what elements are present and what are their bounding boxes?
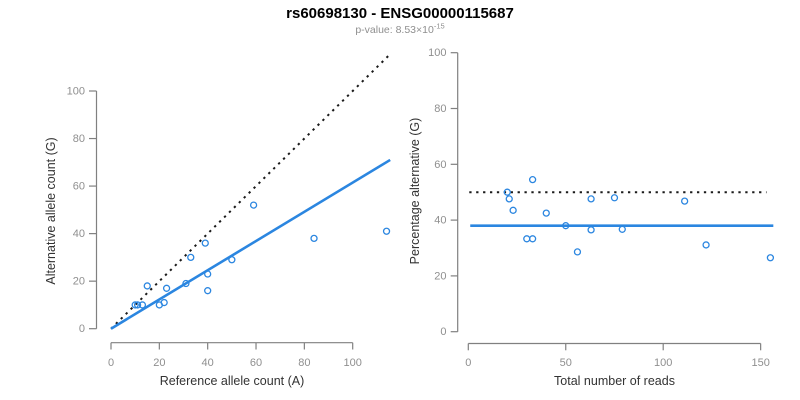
x-axis-title: Reference allele count (A) [160, 374, 305, 388]
data-point [505, 195, 513, 203]
data-point [528, 235, 537, 243]
data-point [528, 175, 537, 184]
y-axis-title: Alternative allele count (G) [44, 137, 58, 284]
p-value-exponent: -15 [433, 21, 445, 31]
data-point [201, 239, 209, 247]
y-tick-label: 0 [440, 326, 446, 338]
data-point [310, 234, 318, 243]
data-point [138, 301, 147, 309]
y-tick-label: 60 [434, 159, 446, 171]
x-tick-label: 150 [751, 357, 769, 369]
x-tick-label: 50 [560, 357, 572, 369]
data-point [702, 241, 710, 249]
data-point [503, 188, 511, 196]
data-point [382, 227, 391, 235]
x-axis-title: Total number of reads [554, 374, 675, 388]
x-tick-label: 0 [465, 357, 471, 369]
x-tick-label: 0 [108, 357, 114, 369]
y-tick-label: 0 [79, 323, 85, 335]
plot-subtitle: p-value: 8.53×10-15 [0, 21, 800, 36]
data-point [509, 206, 517, 214]
data-point [133, 301, 142, 309]
data-point [228, 256, 236, 264]
data-point [162, 284, 171, 292]
y-tick-label: 80 [434, 103, 446, 115]
data-point [131, 301, 139, 309]
regression-line [110, 158, 391, 330]
data-point [618, 225, 626, 233]
y-tick-label: 80 [73, 133, 85, 145]
y-tick-label: 100 [428, 47, 446, 59]
identity-line [110, 54, 390, 330]
p-value-text: p-value: 8.53×10 [355, 24, 434, 36]
x-tick-label: 60 [250, 357, 262, 369]
x-tick-label: 40 [202, 357, 214, 369]
data-point [204, 287, 212, 295]
x-tick-label: 100 [654, 357, 672, 369]
data-point [160, 298, 168, 307]
plot-title: rs60698130 - ENSG00000115687 [286, 5, 514, 22]
y-tick-label: 60 [73, 181, 85, 193]
data-point [204, 270, 212, 278]
y-tick-label: 20 [73, 276, 85, 288]
left-scatter-plot: 0 20 40 60 80 100 0 20 40 60 80 100 Reference allele… [44, 54, 391, 388]
data-point [249, 201, 258, 209]
data-point [562, 222, 570, 230]
data-point [610, 194, 619, 202]
data-point [187, 253, 195, 262]
y-tick-label: 20 [434, 270, 446, 282]
data-point [573, 248, 582, 256]
x-tick-label: 100 [344, 357, 362, 369]
data-point [587, 226, 595, 234]
data-point [542, 209, 550, 217]
data-point [523, 235, 531, 243]
data-point [182, 279, 190, 288]
right-scatter-plot: 0 20 40 60 80 100 0 50 100 150 Total number of rea… [408, 47, 775, 388]
data-point [143, 282, 151, 290]
y-tick-label: 40 [434, 215, 446, 227]
x-tick-label: 20 [153, 357, 165, 369]
y-tick-label: 100 [67, 86, 85, 98]
y-axis-title: Percentage alternative (G) [408, 118, 422, 265]
data-point [766, 254, 775, 262]
x-tick-label: 80 [298, 357, 310, 369]
y-tick-label: 40 [73, 228, 85, 240]
data-point [680, 197, 689, 205]
data-point [587, 195, 595, 203]
